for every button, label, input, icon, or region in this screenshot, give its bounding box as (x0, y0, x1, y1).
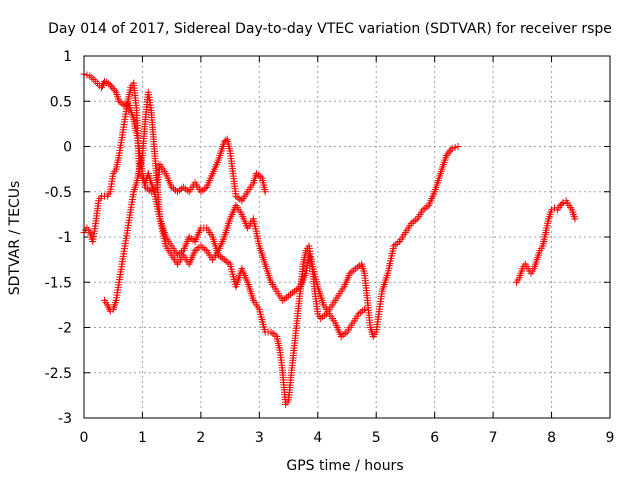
data-point (111, 86, 119, 94)
y-tick-label: -0.5 (45, 185, 72, 201)
y-tick-label: -2.5 (45, 366, 72, 382)
series-3 (100, 88, 369, 341)
y-axis-label: SDTVAR / TECUs (7, 181, 23, 296)
x-tick-label: 7 (489, 430, 498, 446)
plot-frame (83, 55, 611, 419)
y-tick-label: -2 (58, 321, 72, 337)
y-tick-label: 0.5 (50, 94, 72, 110)
x-tick-label: 4 (313, 430, 322, 446)
y-tick-label: 1 (63, 49, 72, 65)
data-point (445, 148, 453, 156)
x-tick-label: 5 (372, 430, 381, 446)
x-tick-label: 0 (80, 430, 89, 446)
data-point (454, 143, 462, 150)
data-point (83, 71, 91, 79)
x-axis-label: GPS time / hours (286, 458, 403, 474)
x-tick-label: 6 (430, 430, 439, 446)
series-4 (512, 197, 579, 286)
data-point (109, 85, 117, 93)
data-point (106, 81, 114, 89)
data-point (106, 307, 114, 315)
data-point (261, 188, 269, 196)
y-tick-label: -1.5 (45, 275, 72, 291)
chart-title: Day 014 of 2017, Sidereal Day-to-day VTE… (48, 21, 612, 37)
x-tick-label: 8 (547, 430, 556, 446)
data-point (444, 150, 452, 158)
y-tick-label: -1 (58, 230, 72, 246)
x-tick-label: 2 (196, 430, 205, 446)
x-tick-label: 9 (606, 430, 615, 446)
y-tick-label: 0 (63, 140, 72, 156)
x-tick-label: 1 (138, 430, 147, 446)
grid-lines (84, 56, 610, 418)
data-point (442, 152, 450, 160)
x-tick-label: 3 (255, 430, 264, 446)
data-series (80, 70, 579, 408)
y-tick-label: -3 (58, 411, 72, 427)
data-point (558, 200, 566, 208)
data-point (361, 305, 369, 313)
axis-tick-labels: 0 1 2 3 4 5 6 7 8 9 1 0.5 0 -0.5 -1 -1.5 -2 -2.5 -3 (45, 49, 615, 446)
data-point (447, 146, 455, 154)
data-point (548, 206, 556, 214)
data-point (571, 215, 579, 223)
data-point (451, 143, 459, 151)
data-point (448, 144, 456, 152)
data-point (108, 83, 116, 91)
